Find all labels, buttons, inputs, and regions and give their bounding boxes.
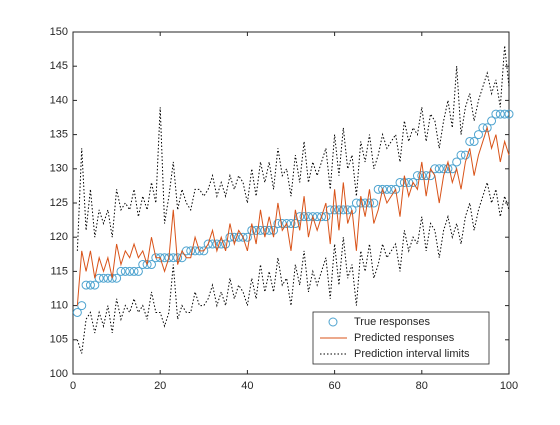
x-tick-label: 20 — [154, 380, 166, 392]
marker — [203, 239, 213, 249]
y-tick-label: 150 — [50, 26, 68, 38]
marker — [216, 239, 226, 249]
marker — [282, 219, 292, 229]
marker — [443, 164, 453, 174]
x-tick-label: 80 — [416, 380, 428, 392]
marker — [290, 219, 300, 229]
marker — [504, 109, 514, 119]
y-tick-label: 100 — [50, 368, 68, 380]
marker — [330, 205, 340, 215]
y-tick-label: 130 — [50, 163, 68, 175]
marker — [500, 109, 510, 119]
marker — [85, 280, 95, 290]
marker — [238, 232, 248, 242]
marker — [295, 212, 305, 222]
marker — [434, 164, 444, 174]
marker — [133, 266, 143, 276]
marker — [456, 150, 466, 160]
marker — [369, 198, 379, 208]
marker — [212, 239, 222, 249]
marker — [99, 273, 109, 283]
y-tick-label: 115 — [50, 265, 68, 277]
marker — [482, 123, 492, 133]
marker — [107, 273, 117, 283]
marker — [317, 212, 327, 222]
marker — [452, 157, 462, 167]
marker — [308, 212, 318, 222]
y-tick-label: 135 — [50, 129, 68, 141]
legend-label: Predicted responses — [354, 332, 455, 344]
x-tick-label: 100 — [500, 380, 518, 392]
marker — [72, 307, 82, 317]
y-tick-label: 125 — [50, 197, 68, 209]
marker — [273, 219, 283, 229]
marker — [186, 246, 196, 256]
marker — [142, 260, 152, 270]
y-tick-label: 110 — [50, 300, 68, 312]
marker — [129, 266, 139, 276]
legend-label: True responses — [354, 316, 431, 328]
legend: True responses Predicted responses Predict… — [312, 311, 490, 365]
x-tick-label: 0 — [70, 380, 76, 392]
marker — [360, 198, 370, 208]
x-tick-label: 60 — [328, 380, 340, 392]
marker — [391, 184, 401, 194]
legend-label: Prediction interval limits — [354, 348, 470, 360]
marker — [417, 171, 427, 181]
series-line — [76, 180, 510, 354]
marker — [299, 212, 309, 222]
marker — [251, 225, 261, 235]
marker — [465, 136, 475, 146]
series-line — [76, 45, 510, 251]
legend-marker — [328, 317, 338, 327]
x-tick-label: 40 — [241, 380, 253, 392]
marker — [264, 225, 274, 235]
marker — [495, 109, 505, 119]
marker — [116, 266, 126, 276]
marker — [229, 232, 239, 242]
marker — [120, 266, 130, 276]
marker — [487, 116, 497, 126]
marker — [460, 150, 470, 160]
marker — [255, 225, 265, 235]
marker — [125, 266, 135, 276]
series-line — [76, 125, 510, 306]
y-tick-label: 120 — [50, 231, 68, 243]
marker — [421, 171, 431, 181]
marker — [491, 109, 501, 119]
marker — [338, 205, 348, 215]
marker — [81, 280, 91, 290]
marker — [412, 171, 422, 181]
marker — [473, 130, 483, 140]
marker — [225, 232, 235, 242]
marker — [439, 164, 449, 174]
marker — [334, 205, 344, 215]
marker — [408, 177, 418, 187]
y-tick-label: 105 — [50, 334, 68, 346]
marker — [378, 184, 388, 194]
marker — [90, 280, 100, 290]
y-tick-label: 140 — [50, 94, 68, 106]
y-tick-label: 145 — [50, 60, 68, 72]
marker — [469, 136, 479, 146]
marker — [364, 198, 374, 208]
